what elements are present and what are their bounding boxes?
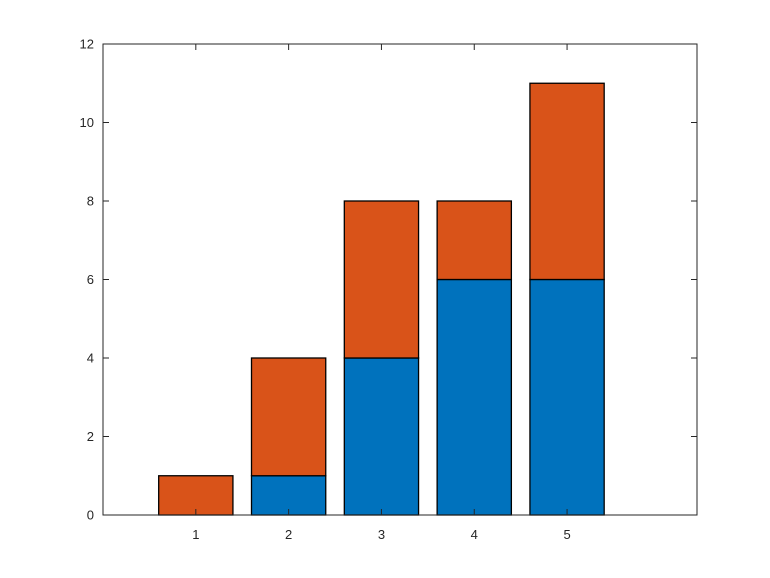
- x-tick-label: 3: [378, 527, 385, 542]
- x-tick-label: 2: [285, 527, 292, 542]
- y-tick-label: 2: [87, 429, 94, 444]
- y-tick-label: 6: [87, 272, 94, 287]
- bar-segment-4-series-1: [436, 278, 513, 516]
- bars-group: [158, 82, 605, 516]
- y-tick-label: 10: [80, 115, 94, 130]
- y-tick-label: 4: [87, 351, 94, 366]
- bar-segment-5-series-2: [529, 82, 605, 281]
- x-tick-label: 5: [563, 527, 570, 542]
- bar-segment-2-series-1: [250, 475, 327, 516]
- y-tick-label: 0: [87, 508, 94, 523]
- y-tick-label: 8: [87, 194, 94, 209]
- bar-segment-5-series-1: [529, 278, 605, 516]
- x-tick-label: 4: [471, 527, 478, 542]
- bar-segment-3-series-2: [343, 200, 420, 359]
- x-tick-label: 1: [192, 527, 199, 542]
- bar-segment-2-series-2: [250, 357, 327, 477]
- bar-segment-1-series-2: [158, 475, 234, 516]
- y-tick-label: 12: [80, 37, 94, 52]
- bar-segment-3-series-1: [343, 357, 420, 516]
- bar-segment-4-series-2: [436, 200, 513, 281]
